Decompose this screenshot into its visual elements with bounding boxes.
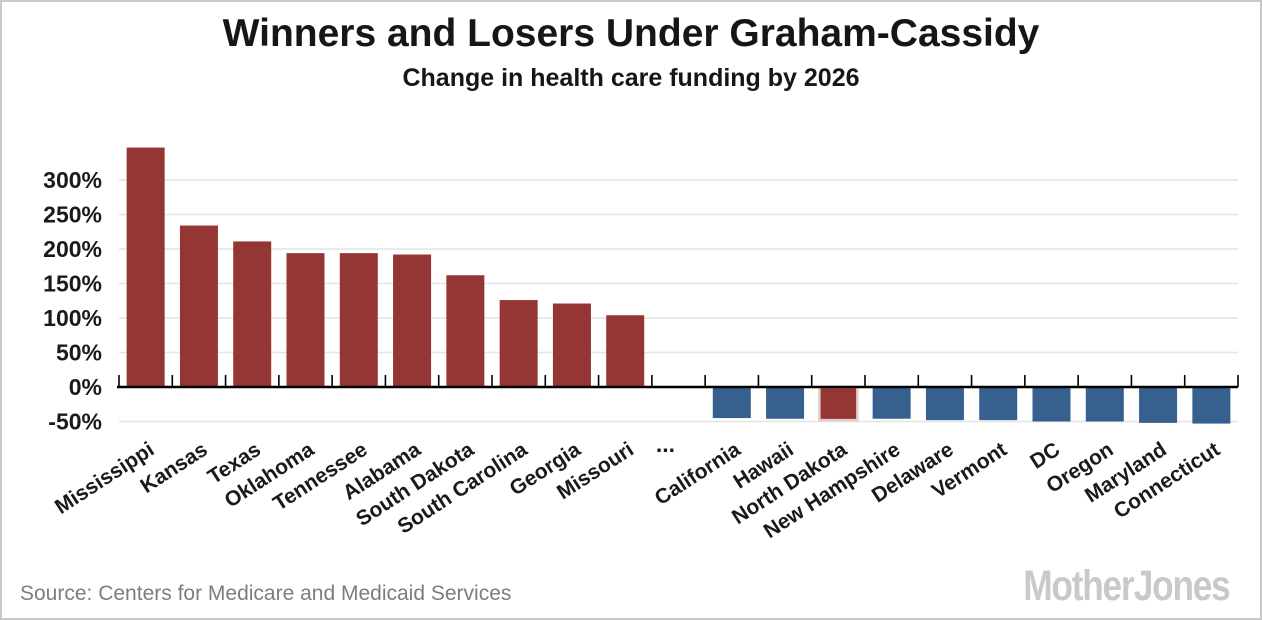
bar-connecticut [1192,387,1231,424]
y-tick-label--50%: -50% [48,409,102,435]
bar-missouri [606,315,645,387]
bar-california [712,387,751,419]
bar-alabama [393,254,432,387]
y-tick-label-50%: 50% [56,340,102,366]
chart-subtitle: Change in health care funding by 2026 [402,64,860,92]
y-tick-label-150%: 150% [43,271,102,297]
bar-delaware [925,387,964,421]
bar-new-hampshire [872,387,911,419]
bar-maryland [1139,387,1178,423]
source-note: Source: Centers for Medicare and Medicai… [20,582,512,605]
bar-tennessee [339,253,378,387]
bar-oregon [1085,387,1124,422]
bar-oklahoma [286,253,325,387]
bar-dc [1032,387,1071,422]
bar-kansas [179,225,218,387]
y-tick-label-200%: 200% [43,236,102,262]
bar-hawaii [766,387,805,419]
x-label-ellipsis: ... [656,431,675,457]
bar-north-dakota [818,385,859,422]
motherjones-logo: Mother Jones [1023,562,1231,610]
bar-south-dakota [446,275,485,387]
bar-georgia [552,303,591,387]
y-tick-label-0%: 0% [69,374,102,400]
y-tick-label-100%: 100% [43,305,102,331]
bar-south-carolina [499,300,538,387]
bar-texas [233,241,272,387]
y-tick-label-300%: 300% [43,167,102,193]
bar-vermont [979,387,1018,421]
y-tick-label-250%: 250% [43,202,102,228]
chart-title: Winners and Losers Under Graham-Cassidy [222,12,1040,55]
bar-mississippi [126,147,165,387]
